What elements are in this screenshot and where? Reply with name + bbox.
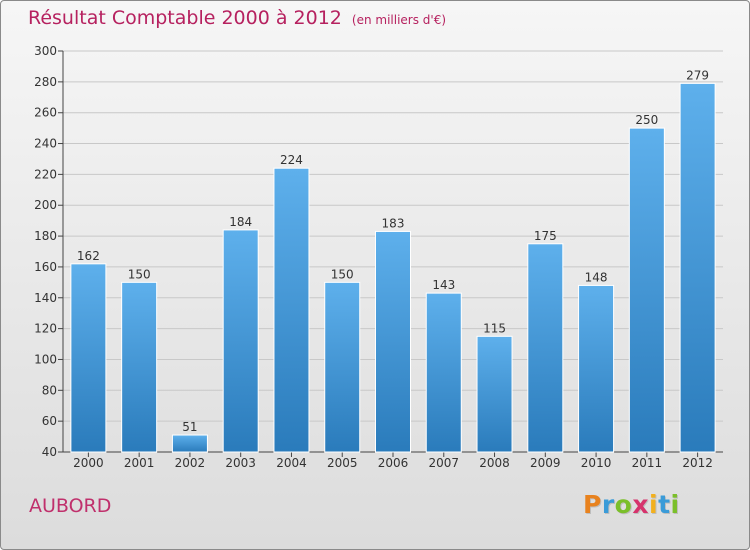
x-tick-label: 2012	[682, 456, 713, 470]
bar	[628, 127, 665, 453]
x-tick-label: 2005	[327, 456, 358, 470]
x-tick-label: 2010	[581, 456, 612, 470]
x-tick-label: 2006	[378, 456, 409, 470]
bar	[578, 284, 615, 453]
bar	[679, 82, 716, 453]
bar	[375, 230, 411, 453]
data-label: 150	[331, 267, 354, 281]
data-label: 224	[280, 153, 303, 167]
y-tick-label: 180	[34, 229, 57, 243]
bar	[476, 335, 513, 453]
data-labels: 162 150 51 184 224 150 183 143 115 175 148 250 279	[77, 68, 709, 434]
x-tick-label: 2002	[175, 456, 206, 470]
bars	[70, 82, 716, 453]
title-group: Résultat Comptable 2000 à 2012 (en millie…	[28, 7, 446, 29]
y-tick-label: 60	[42, 414, 57, 428]
bar	[222, 229, 259, 453]
data-label: 150	[128, 267, 151, 281]
data-label: 175	[534, 229, 557, 243]
x-tick-label: 2011	[632, 456, 663, 470]
y-tick-label: 280	[34, 75, 57, 89]
y-tick-label: 160	[34, 260, 57, 274]
x-tick-label: 2004	[276, 456, 307, 470]
y-tick-label: 120	[34, 322, 57, 336]
data-label: 250	[635, 113, 658, 127]
logo-letter: P	[583, 490, 602, 519]
logo-letter: x	[632, 490, 649, 519]
bar	[273, 167, 310, 453]
bar	[171, 434, 208, 453]
chart-subtitle: (en milliers d'€)	[351, 13, 447, 27]
y-tick-label: 100	[34, 352, 57, 366]
data-label: 162	[77, 249, 100, 263]
data-label: 279	[686, 68, 709, 82]
logo-letter: r	[601, 490, 615, 519]
bar	[70, 263, 107, 453]
bar	[527, 243, 564, 453]
y-tick-label: 200	[34, 198, 57, 212]
bar	[121, 281, 158, 453]
x-tick-label: 2001	[124, 456, 155, 470]
x-tick-label: 2000	[73, 456, 104, 470]
y-tick-label: 220	[34, 167, 57, 181]
data-label: 183	[382, 216, 405, 230]
proxiti-logo: Proxiti	[583, 490, 680, 519]
y-tick-label: 300	[34, 44, 57, 58]
bar	[324, 281, 361, 453]
x-tick-label: 2009	[530, 456, 561, 470]
chart-title: Résultat Comptable 2000 à 2012	[28, 7, 342, 29]
data-label: 184	[229, 215, 252, 229]
y-tick-label: 40	[42, 445, 57, 459]
y-tick-label: 240	[34, 137, 57, 151]
logo-letter: t	[658, 490, 671, 519]
y-tick-labels: 40 60 80 100 120 140 160 180 200 220 240 260 280 300	[34, 44, 57, 459]
x-tick-label: 2003	[225, 456, 256, 470]
data-label: 51	[182, 420, 197, 434]
data-label: 143	[432, 278, 455, 292]
x-tick-label: 2008	[479, 456, 510, 470]
logo-letter: o	[614, 490, 633, 519]
y-tick-label: 140	[34, 291, 57, 305]
data-label: 115	[483, 321, 506, 335]
y-tick-label: 80	[42, 383, 57, 397]
x-tick-label: 2007	[428, 456, 459, 470]
logo-letter: i	[649, 490, 659, 519]
x-tick-labels: 2000 2001 2002 2003 2004 2005 2006 2007 2008 2009…	[73, 456, 713, 470]
bar	[425, 292, 462, 453]
y-tick-label: 260	[34, 106, 57, 120]
logo-letter: i	[670, 490, 680, 519]
data-label: 148	[585, 270, 608, 284]
commune-name: AUBORD	[29, 495, 112, 517]
